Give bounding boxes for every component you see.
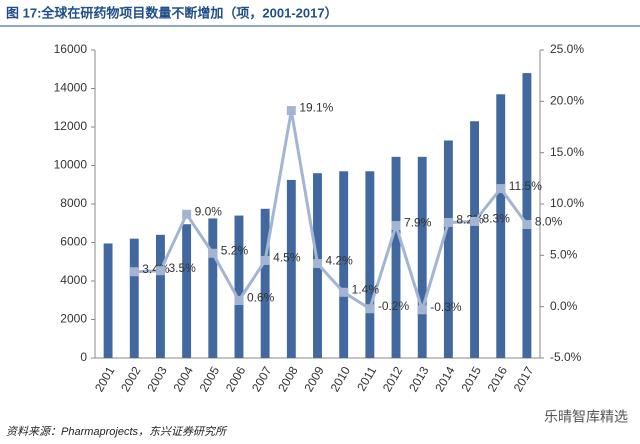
x-tick-label: 2015 bbox=[458, 364, 484, 394]
data-label: 19.1% bbox=[299, 101, 333, 115]
data-label: -0.3% bbox=[430, 300, 462, 314]
data-label: 4.5% bbox=[273, 251, 301, 265]
y-tick-label: 14000 bbox=[54, 81, 88, 95]
marker bbox=[496, 184, 506, 194]
x-tick-label: 2004 bbox=[170, 364, 196, 394]
y2-tick-label: -5.0% bbox=[550, 350, 582, 364]
bar bbox=[155, 234, 165, 358]
marker bbox=[129, 267, 139, 277]
x-tick-label: 2013 bbox=[406, 364, 432, 394]
bar bbox=[365, 171, 375, 358]
x-tick-label: 2001 bbox=[92, 364, 118, 394]
y2-tick-label: 15.0% bbox=[550, 145, 584, 159]
y2-tick-label: 0.0% bbox=[550, 299, 578, 313]
y-tick-label: 12000 bbox=[54, 119, 88, 133]
marker bbox=[522, 220, 532, 230]
marker bbox=[339, 287, 349, 297]
y-tick-label: 10000 bbox=[54, 158, 88, 172]
data-label: 9.0% bbox=[195, 204, 223, 218]
x-tick-label: 2006 bbox=[223, 364, 249, 394]
bar bbox=[208, 218, 218, 358]
source-note: 资料来源：Pharmaprojects，东兴证券研究所 bbox=[6, 425, 228, 438]
marker bbox=[470, 216, 480, 226]
y-tick-label: 2000 bbox=[60, 312, 87, 326]
bar bbox=[391, 156, 401, 358]
bar bbox=[182, 224, 192, 358]
y2-tick-label: 10.0% bbox=[550, 196, 584, 210]
x-tick-label: 2010 bbox=[328, 364, 354, 394]
data-label: 7.9% bbox=[404, 216, 432, 230]
x-tick-label: 2007 bbox=[249, 364, 275, 394]
marker bbox=[182, 209, 192, 219]
data-label: 5.2% bbox=[221, 243, 249, 257]
marker bbox=[155, 266, 165, 276]
x-tick-label: 2012 bbox=[380, 364, 406, 394]
bar bbox=[522, 73, 532, 358]
marker bbox=[234, 296, 244, 306]
bar bbox=[339, 171, 349, 358]
x-tick-label: 2003 bbox=[144, 364, 170, 394]
marker bbox=[391, 221, 401, 231]
bar bbox=[129, 238, 139, 358]
line bbox=[134, 110, 529, 315]
bar bbox=[260, 208, 270, 358]
y2-tick-label: 5.0% bbox=[550, 248, 578, 262]
marker bbox=[313, 259, 322, 269]
marker bbox=[443, 217, 453, 227]
bar bbox=[234, 215, 244, 358]
data-label: 4.2% bbox=[326, 254, 354, 268]
y-tick-label: 6000 bbox=[60, 235, 87, 249]
chart-title: 图 17:全球在研药物项目数量不断增加（项，2001-2017） bbox=[6, 5, 338, 20]
data-label: 8.0% bbox=[535, 215, 563, 229]
bar bbox=[470, 121, 480, 358]
bar bbox=[496, 94, 506, 359]
x-tick-label: 2005 bbox=[197, 364, 223, 394]
data-label: 1.4% bbox=[352, 282, 380, 296]
y-tick-label: 16000 bbox=[54, 42, 88, 56]
bar bbox=[103, 243, 113, 358]
y2-tick-label: 20.0% bbox=[550, 94, 584, 108]
bar bbox=[286, 179, 296, 358]
data-label: 0.6% bbox=[247, 291, 275, 305]
marker bbox=[286, 106, 296, 116]
x-tick-label: 2009 bbox=[301, 364, 327, 394]
data-label: -0.2% bbox=[378, 299, 410, 313]
y-tick-label: 8000 bbox=[60, 196, 87, 210]
marker bbox=[260, 255, 270, 265]
y-tick-label: 4000 bbox=[60, 273, 87, 287]
marker bbox=[208, 248, 218, 258]
marker bbox=[365, 304, 375, 314]
x-tick-label: 2014 bbox=[432, 364, 458, 394]
x-tick-label: 2017 bbox=[511, 364, 537, 394]
data-label: 8.3% bbox=[483, 212, 511, 226]
x-tick-label: 2008 bbox=[275, 364, 301, 394]
data-label: 11.5% bbox=[509, 179, 542, 193]
x-tick-label: 2002 bbox=[118, 364, 144, 394]
y-tick-label: 0 bbox=[80, 350, 87, 364]
watermark: 乐晴智库精选 bbox=[544, 409, 628, 425]
y2-tick-label: 25.0% bbox=[550, 42, 584, 56]
marker bbox=[417, 305, 427, 315]
x-tick-label: 2011 bbox=[354, 364, 379, 394]
bar bbox=[443, 140, 453, 358]
bar bbox=[417, 156, 427, 358]
data-label: 3.5% bbox=[168, 261, 196, 275]
x-tick-label: 2016 bbox=[485, 364, 511, 394]
